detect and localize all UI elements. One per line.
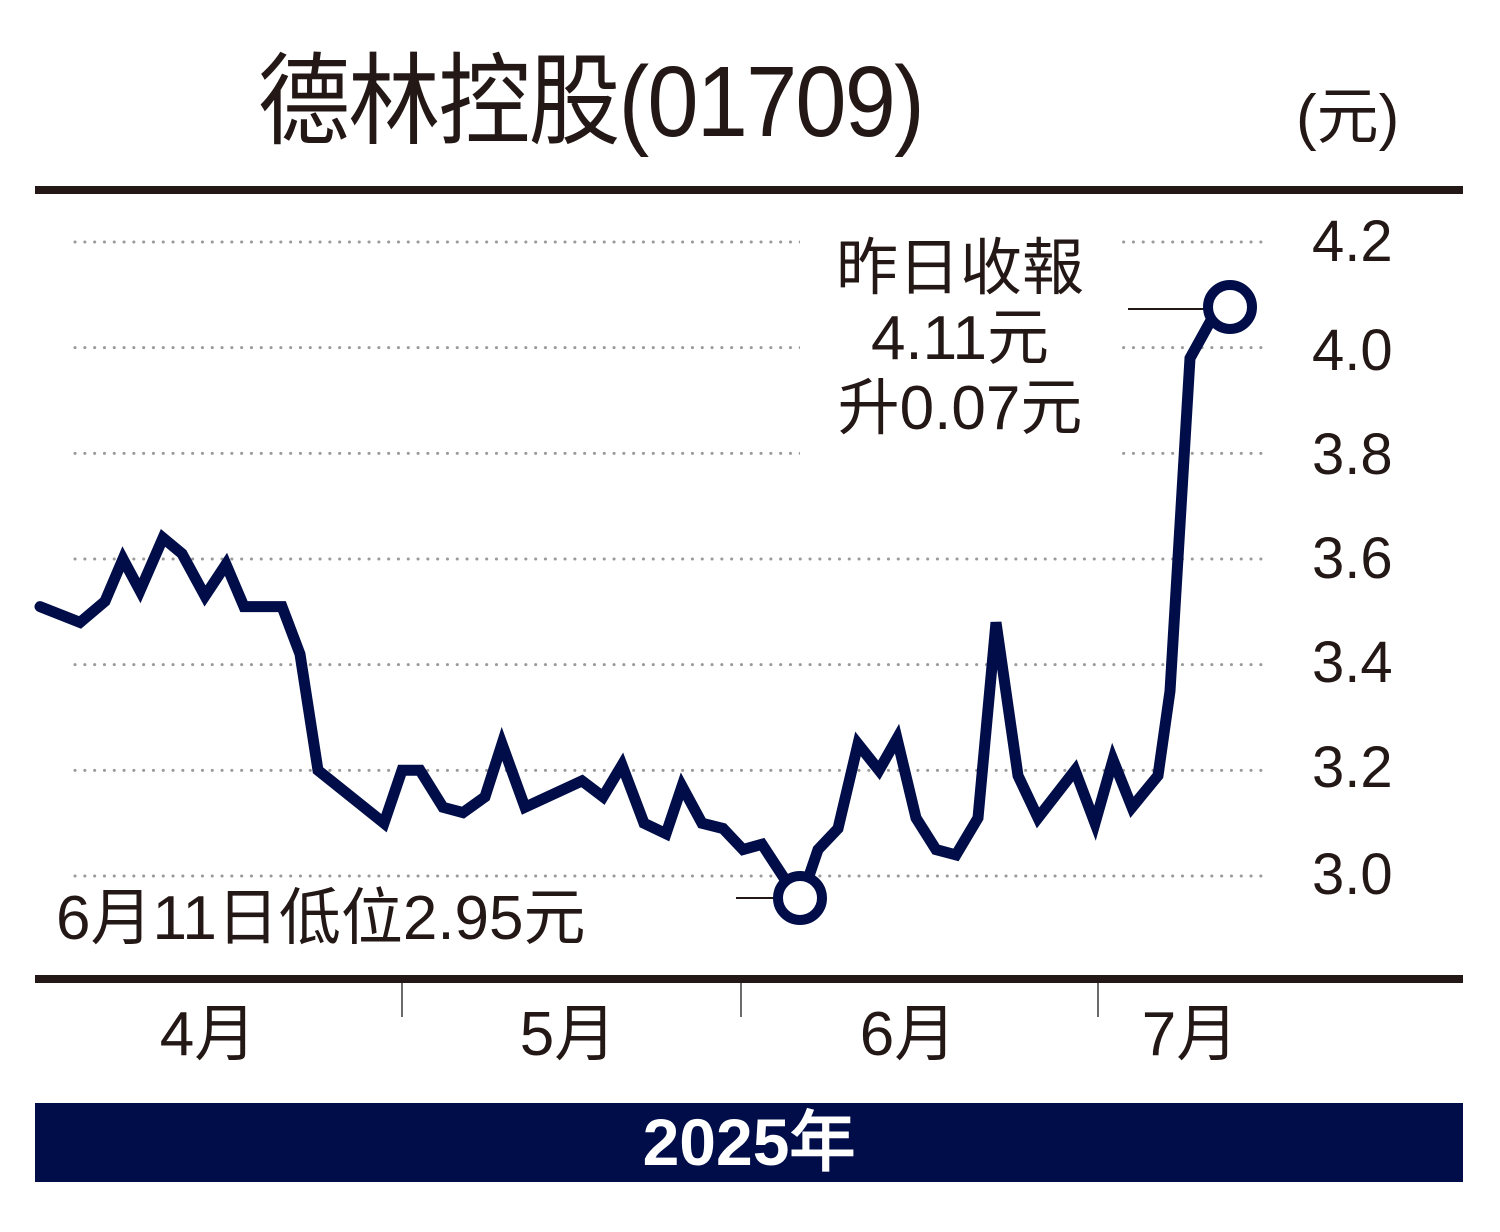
top-rule xyxy=(35,186,1463,194)
x-axis-rule xyxy=(35,975,1463,983)
y-tick-3.8: 3.8 xyxy=(1312,422,1393,487)
y-tick-4.2: 4.2 xyxy=(1312,209,1393,274)
month-label-may: 5月 xyxy=(519,1000,617,1069)
close-point-marker xyxy=(1203,280,1257,334)
y-tick-3.6: 3.6 xyxy=(1312,526,1393,591)
close-annotation-line1: 昨日收報 xyxy=(835,234,1084,303)
unit-label: (元) xyxy=(1296,83,1400,152)
year-banner: 2025年 xyxy=(35,1103,1463,1182)
close-annotation-line2: 4.11元 xyxy=(870,304,1050,373)
y-tick-3.2: 3.2 xyxy=(1312,735,1393,800)
month-label-apr: 4月 xyxy=(159,1000,257,1069)
price-line xyxy=(34,284,1234,915)
y-tick-4.0: 4.0 xyxy=(1312,318,1393,383)
month-divider-tick xyxy=(1097,983,1099,1017)
y-tick-3.4: 3.4 xyxy=(1312,630,1393,695)
y-tick-3.0: 3.0 xyxy=(1312,842,1393,907)
close-annotation-line3: 升0.07元 xyxy=(837,374,1083,443)
month-label-jun: 6月 xyxy=(859,1000,957,1069)
month-label-jul: 7月 xyxy=(1141,1000,1239,1069)
low-point-marker xyxy=(773,871,827,925)
chart-title: 德林控股(01709) xyxy=(258,46,925,158)
low-annotation: 6月11日低位2.95元 xyxy=(56,884,736,954)
month-divider-tick xyxy=(740,983,742,1017)
month-divider-tick xyxy=(401,983,403,1017)
close-annotation-box: 昨日收報 4.11元 升0.07元 xyxy=(800,234,1120,472)
